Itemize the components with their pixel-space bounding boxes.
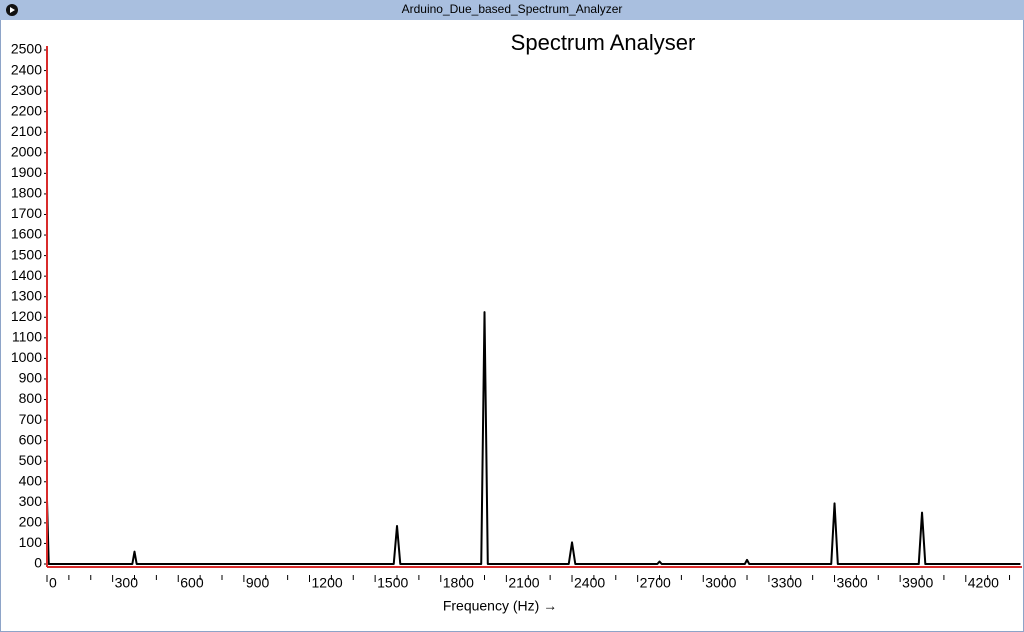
y-tick-label: 1200	[11, 308, 42, 324]
app-icon-glyph	[10, 7, 15, 13]
x-tick-label: 900	[246, 575, 270, 591]
y-tick-label: 1100	[12, 329, 42, 345]
chart-title: Spectrum Analyser	[511, 30, 696, 55]
x-tick-label: 4200	[968, 575, 999, 591]
x-tick-label: 1200	[312, 575, 343, 591]
x-tick-label: 3900	[902, 575, 933, 591]
title-bar	[0, 0, 1024, 20]
y-tick-label: 300	[19, 493, 43, 509]
x-tick-label: 2100	[508, 575, 539, 591]
y-tick-label: 1700	[11, 205, 42, 221]
y-tick-label: 1300	[11, 287, 42, 303]
y-tick-label: 2100	[11, 123, 42, 139]
x-tick-label: 2700	[640, 575, 671, 591]
y-tick-label: 500	[19, 452, 43, 468]
y-tick-label: 2300	[11, 82, 42, 98]
x-tick-label: 3600	[837, 575, 868, 591]
y-tick-label: 2400	[11, 61, 42, 77]
window-title: Arduino_Due_based_Spectrum_Analyzer	[402, 2, 623, 16]
x-axis-label: Frequency (Hz) →	[443, 598, 557, 614]
y-tick-label: 800	[19, 390, 43, 406]
x-tick-label: 600	[180, 575, 204, 591]
x-tick-label: 0	[49, 575, 57, 591]
y-tick-label: 2500	[11, 41, 42, 57]
y-tick-label: 2000	[11, 144, 42, 160]
y-tick-label: 1900	[11, 164, 42, 180]
y-tick-label: 200	[19, 514, 43, 530]
y-tick-label: 0	[34, 555, 42, 571]
y-tick-label: 900	[19, 370, 43, 386]
y-tick-label: 1000	[11, 349, 42, 365]
y-tick-label: 1500	[11, 246, 42, 262]
y-tick-label: 700	[19, 411, 43, 427]
spectrum-line	[46, 311, 1021, 565]
y-tick-label: 2200	[11, 102, 42, 118]
y-tick-label: 100	[19, 534, 43, 550]
x-tick-label: 300	[115, 575, 139, 591]
y-tick-label: 1400	[11, 267, 42, 283]
x-tick-label: 3300	[771, 575, 802, 591]
x-tick-label: 2400	[574, 575, 605, 591]
x-tick-label: 1500	[377, 575, 408, 591]
y-tick-label: 400	[19, 472, 43, 488]
x-tick-label: 3000	[705, 575, 736, 591]
y-tick-label: 1800	[11, 185, 42, 201]
y-tick-label: 600	[19, 431, 43, 447]
y-tick-label: 1600	[11, 226, 42, 242]
x-tick-label: 1800	[443, 575, 474, 591]
